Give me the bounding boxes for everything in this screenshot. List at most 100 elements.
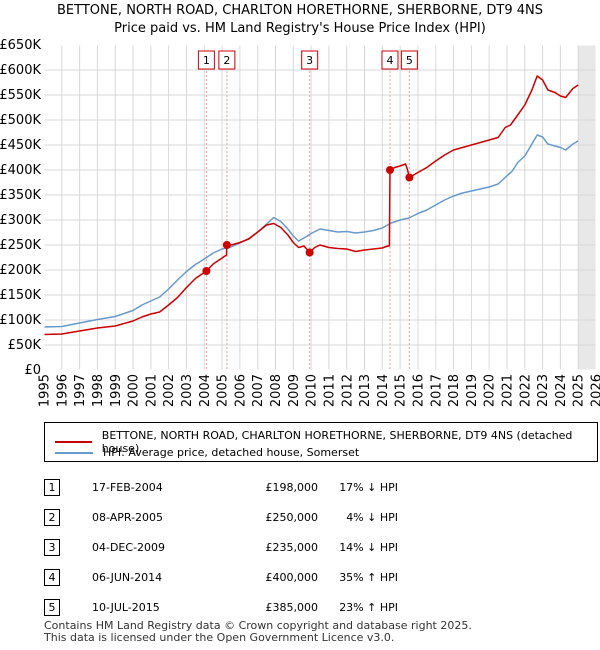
sale-label-box	[400, 50, 418, 70]
x-tick-label: 2023	[536, 374, 551, 407]
sale-point	[222, 241, 231, 249]
transaction-hpi-diff: 35% ↑ HPI	[339, 570, 398, 584]
transaction-hpi-diff: 23% ↑ HPI	[339, 600, 398, 614]
transaction-number: 3	[44, 538, 60, 556]
transaction-date: 17-FEB-2004	[92, 480, 163, 494]
legend-line-red	[55, 441, 92, 443]
x-tick-label: 1997	[73, 374, 88, 407]
y-axis-ticks: £0 £50K £100K £150K £200K £250K £300K £350K £400…	[0, 38, 41, 378]
sale-label: 4	[386, 54, 393, 67]
y-tick-label: £150K	[0, 288, 41, 303]
x-tick-label: 2011	[322, 374, 337, 407]
y-tick-label: £550K	[0, 88, 41, 103]
x-tick-label: 2017	[429, 374, 444, 407]
transaction-date: 08-APR-2005	[92, 510, 164, 524]
sale-label-box	[197, 50, 215, 70]
x-tick-label: 2012	[340, 374, 355, 407]
x-tick-label: 2008	[269, 374, 284, 407]
transaction-number: 1	[44, 478, 60, 496]
legend-line-blue	[55, 451, 93, 454]
y-tick-label: £350K	[0, 188, 41, 203]
sale-label-box	[218, 50, 236, 70]
x-tick-label: 2024	[554, 374, 569, 407]
legend: BETTONE, NORTH ROAD, CHARLTON HORETHORNE…	[44, 422, 598, 462]
transaction-date: 04-DEC-2009	[92, 540, 166, 554]
x-tick-label: 2014	[376, 374, 391, 407]
transaction-number: 2	[44, 508, 60, 526]
x-tick-label: 2026	[590, 374, 600, 407]
x-tick-label: 2025	[572, 374, 587, 407]
transaction-price: £400,000	[265, 570, 319, 584]
transaction-row: 1 17-FEB-2004 £198,000 17% ↓ HPI	[44, 472, 398, 502]
x-tick-label: 2015	[394, 374, 409, 407]
legend-label-hpi: HPI: Average price, detached house, Some…	[103, 446, 360, 459]
sale-label: 1	[203, 54, 210, 67]
sale-point	[405, 173, 414, 182]
x-tick-label: 2002	[162, 374, 177, 407]
sale-label: 2	[223, 54, 230, 67]
footer: Contains HM Land Registry data © Crown c…	[44, 620, 472, 644]
x-tick-label: 1996	[55, 374, 70, 407]
x-tick-label: 2018	[447, 374, 462, 407]
sale-label-box	[381, 50, 399, 70]
y-tick-label: £50K	[8, 338, 42, 353]
y-tick-label: £400K	[0, 163, 41, 178]
x-tick-label: 2019	[465, 374, 480, 407]
x-tick-label: 1995	[38, 374, 53, 407]
transaction-date: 10-JUL-2015	[92, 600, 160, 614]
transaction-hpi-diff: 17% ↓ HPI	[339, 480, 398, 494]
x-tick-label: 2000	[127, 374, 142, 407]
y-tick-label: £300K	[0, 213, 41, 228]
transaction-row: 2 08-APR-2005 £250,000 4% ↓ HPI	[44, 502, 398, 532]
sale-label: 5	[406, 54, 413, 67]
x-tick-label: 2004	[198, 374, 213, 407]
forecast-shade	[578, 45, 596, 370]
plot-background	[44, 45, 596, 370]
transaction-row: 5 10-JUL-2015 £385,000 23% ↑ HPI	[44, 592, 398, 622]
legend-item-property: BETTONE, NORTH ROAD, CHARLTON HORETHORNE…	[45, 429, 597, 455]
x-tick-label: 2010	[305, 374, 320, 407]
y-tick-label: £0	[24, 363, 41, 378]
x-tick-label: 2006	[233, 374, 248, 407]
transaction-hpi-diff: 14% ↓ HPI	[339, 540, 398, 554]
x-axis-ticks: 1995 1996 1997 1998 1999 2000 2001 2002 2003 2004…	[38, 374, 600, 407]
x-tick-label: 2005	[216, 374, 231, 407]
hpi-line	[43, 134, 579, 328]
legend-label-property: BETTONE, NORTH ROAD, CHARLTON HORETHORNE…	[101, 429, 573, 455]
footer-licence: This data is licensed under the Open Gov…	[44, 631, 395, 644]
y-tick-label: £250K	[0, 238, 41, 253]
transaction-number: 5	[44, 598, 60, 616]
x-tick-label: 2016	[411, 374, 426, 407]
x-tick-label: 1998	[91, 374, 106, 407]
transaction-number: 4	[44, 568, 60, 586]
sale-point	[305, 248, 314, 257]
series-lines	[43, 75, 579, 336]
x-tick-label: 1999	[109, 374, 124, 407]
property-price-line	[43, 75, 579, 336]
x-tick-label: 2007	[251, 374, 266, 407]
legend-item-hpi: HPI: Average price, detached house, Some…	[45, 446, 359, 459]
transactions-table: 1 17-FEB-2004 £198,000 17% ↓ HPI 2 08-APR-200…	[44, 472, 398, 622]
sale-points	[202, 166, 414, 275]
y-tick-label: £650K	[0, 38, 41, 53]
transaction-hpi-diff: 4% ↓ HPI	[346, 510, 398, 524]
x-tick-label: 2003	[180, 374, 195, 407]
x-tick-label: 2020	[483, 374, 498, 407]
transaction-price: £385,000	[265, 600, 319, 614]
x-tick-label: 2022	[518, 374, 533, 407]
y-tick-label: £600K	[0, 63, 41, 78]
footer-copyright: Contains HM Land Registry data © Crown c…	[44, 619, 472, 632]
transaction-row: 3 04-DEC-2009 £235,000 14% ↓ HPI	[44, 532, 398, 562]
transaction-price: £198,000	[265, 480, 319, 494]
sale-label: 3	[306, 54, 313, 67]
plot-frame	[43, 44, 597, 371]
grid	[43, 44, 597, 371]
chart-title-line1: BETTONE, NORTH ROAD, CHARLTON HORETHORNE…	[56, 3, 544, 18]
x-tick-label: 2021	[501, 374, 516, 407]
x-tick-label: 2009	[287, 374, 302, 407]
transaction-date: 06-JUN-2014	[92, 570, 163, 584]
sale-point	[385, 166, 394, 174]
y-tick-label: £500K	[0, 113, 41, 128]
